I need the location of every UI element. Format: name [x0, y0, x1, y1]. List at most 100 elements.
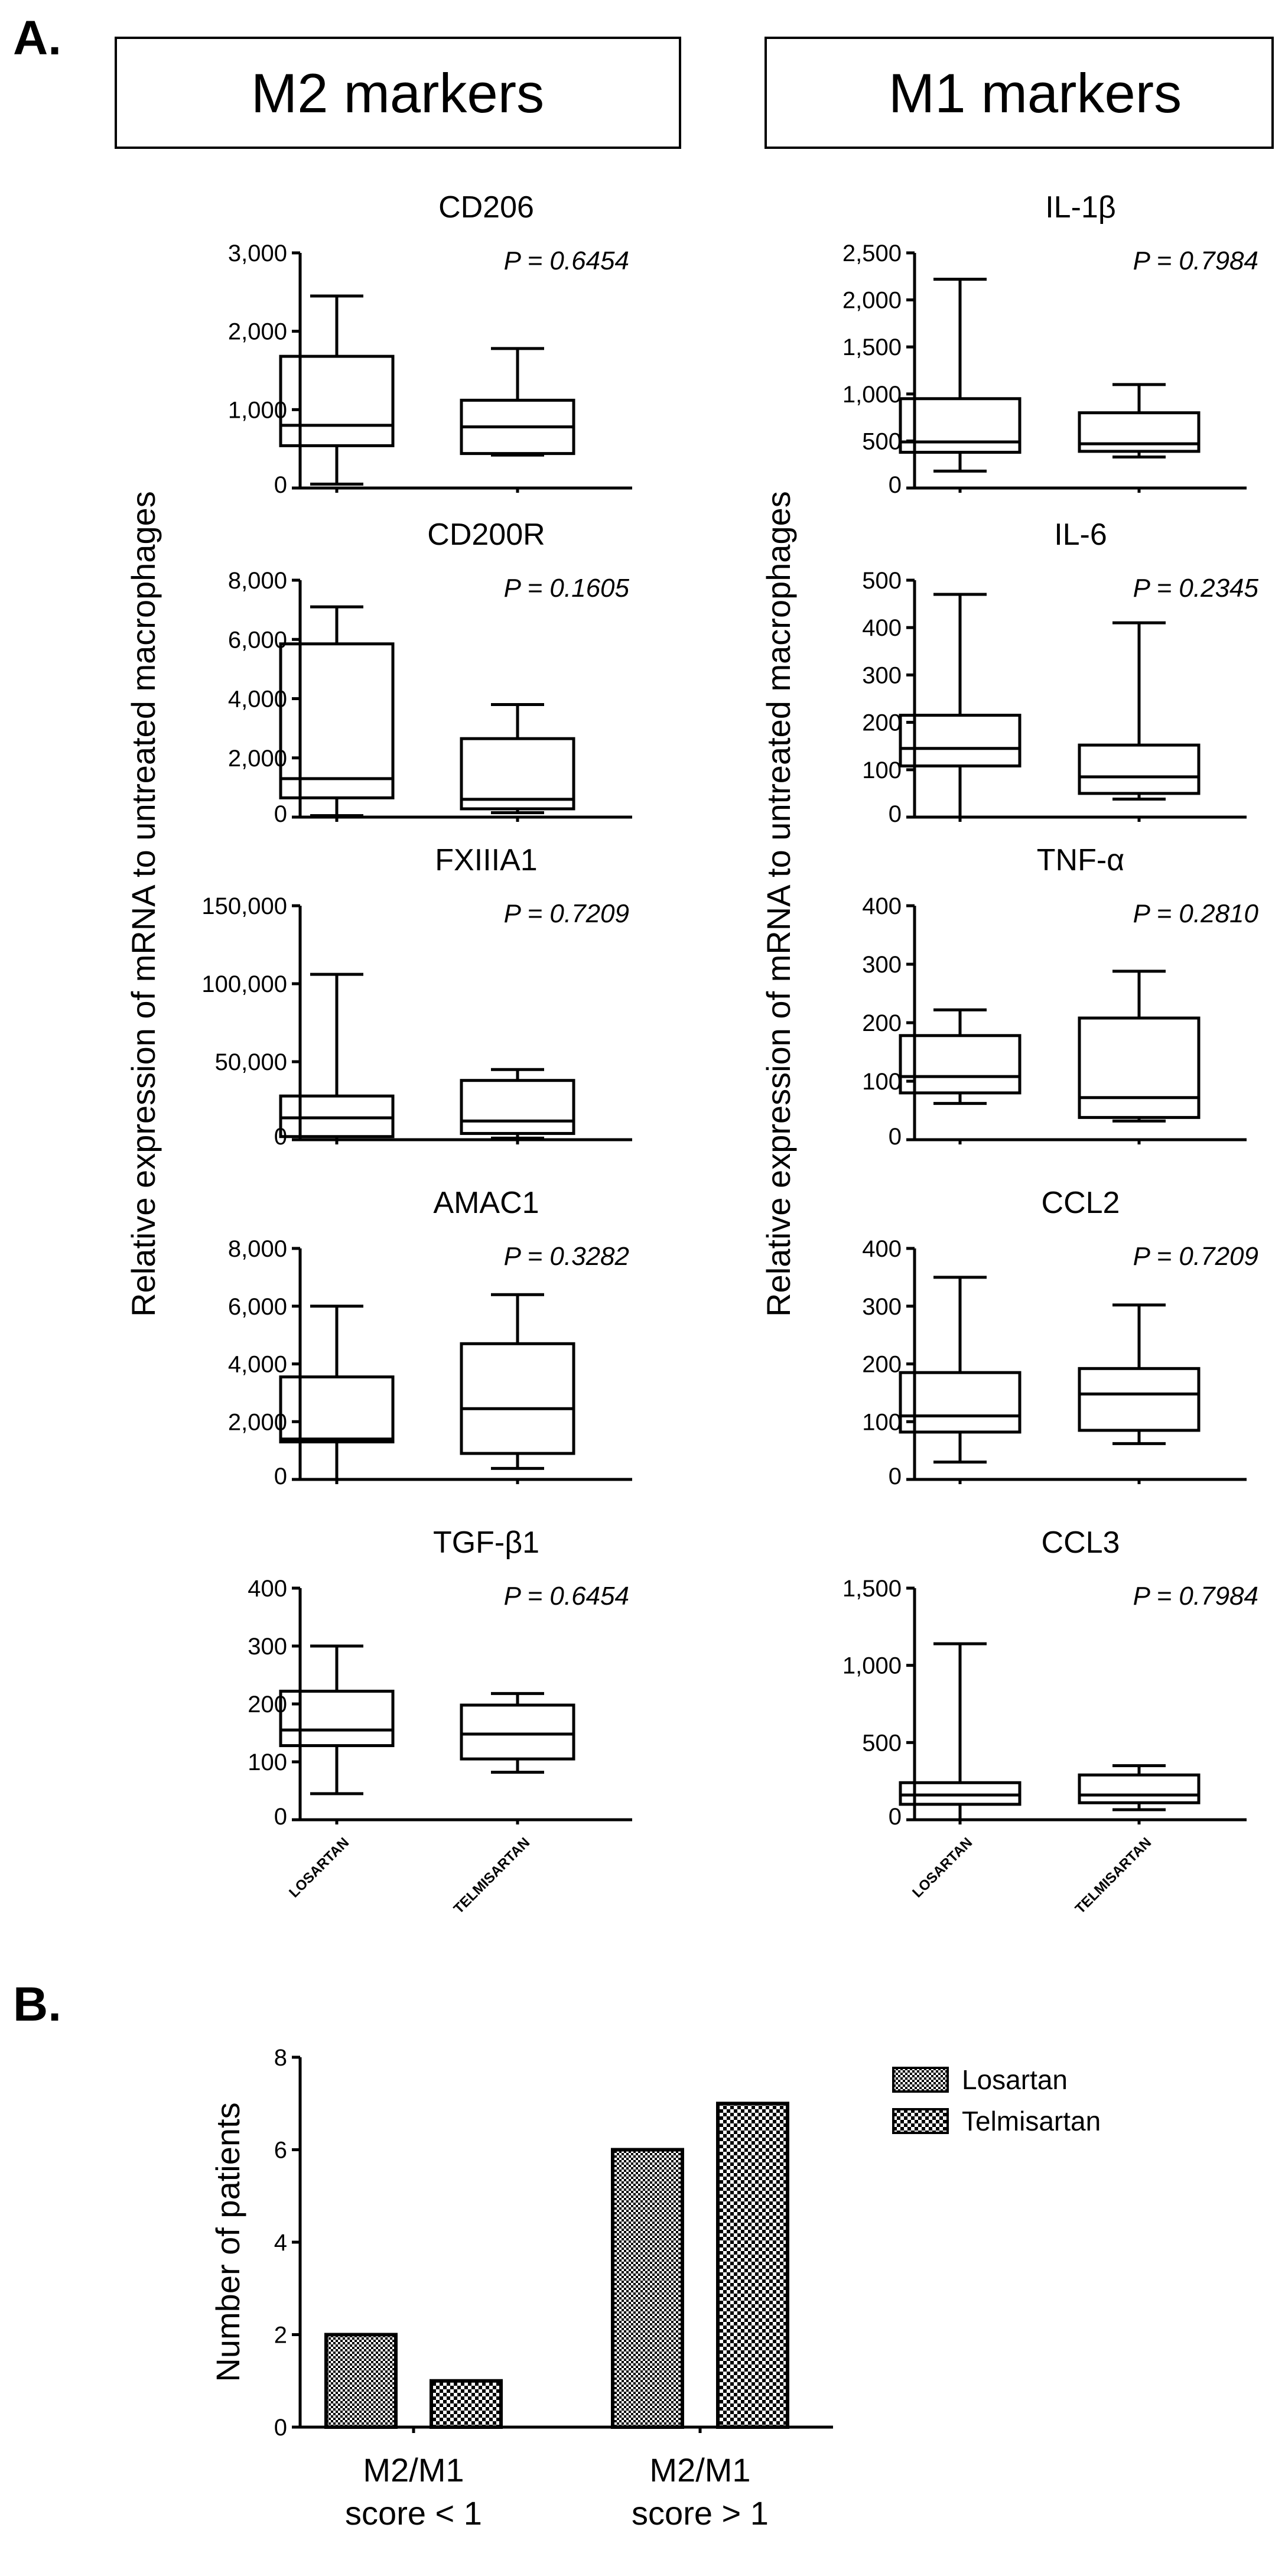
il6-p-value: P = 0.2345: [1133, 574, 1259, 603]
il6-y-tick-label: 0: [889, 801, 902, 827]
legend-label-losartan: Losartan: [962, 2064, 1068, 2095]
tnfa-p-value: P = 0.2810: [1133, 899, 1259, 928]
bar-losartan-2: [611, 2148, 684, 2429]
charts-layer: CD206 P = 0.6454 0 1,000 2,000 3,000 IL-1β P = …: [201, 190, 1258, 2532]
cd200r-p-value: P = 0.1605: [504, 574, 630, 603]
tgfb1-category-label: LOSARTAN: [286, 1835, 352, 1901]
fxiiia1-box-losartan: [279, 972, 395, 1141]
ccl3-title: CCL3: [1042, 1526, 1120, 1560]
il6-title: IL-6: [1054, 518, 1107, 552]
tnfa-y-tick-label: 100: [862, 1069, 902, 1095]
ccl3-chart: CCL3 P = 0.7984 0 500 1,000 1,500 LOSARTAN TELM…: [842, 1526, 1258, 1917]
ccl3-box-telmisartan: [1078, 1764, 1201, 1811]
tgfb1-category-label: TELMISARTAN: [451, 1835, 533, 1917]
ccl3-y-tick-label: 500: [862, 1730, 902, 1756]
il1b-y-tick-label: 2,000: [842, 288, 902, 314]
bar-legend: Losartan Telmisartan: [892, 2064, 1101, 2136]
il6-y-tick-label: 500: [862, 568, 902, 594]
y-axis-label-m2: Relative expression of mRNA to untreated…: [125, 491, 162, 1317]
tgfb1-box-losartan: [279, 1644, 395, 1796]
amac1-y-tick-label: 2,000: [228, 1409, 287, 1435]
cd200r-y-tick-label: 2,000: [228, 746, 287, 772]
ccl3-y-tick-label: 1,500: [842, 1576, 902, 1602]
iqr-box: [460, 1342, 575, 1455]
il1b-y-tick-label: 2,500: [842, 240, 902, 266]
iqr-box: [899, 1034, 1022, 1095]
amac1-box-telmisartan: [460, 1293, 575, 1470]
m2m1-bar-chart: 0 2 4 6 8 Number of patients M2/M1 score < 1 M2/…: [209, 2045, 1101, 2532]
bar-telmisartan-2: [716, 2102, 789, 2429]
ccl2-p-value: P = 0.7209: [1133, 1242, 1258, 1271]
m1-header-text: M1 markers: [889, 62, 1182, 124]
il1b-y-tick-label: 500: [862, 428, 902, 454]
tgfb1-p-value: P = 0.6454: [504, 1582, 629, 1611]
fxiiia1-y-tick-label: 100,000: [201, 971, 287, 997]
tgfb1-box-telmisartan: [460, 1692, 575, 1774]
ccl2-box-losartan: [899, 1276, 1022, 1464]
il1b-y-tick-label: 1,000: [842, 382, 902, 408]
amac1-y-tick-label: 0: [274, 1463, 287, 1489]
amac1-y-tick-label: 8,000: [228, 1236, 287, 1262]
tnfa-box-losartan: [899, 1008, 1022, 1105]
legend-swatch-telmisartan: [892, 2108, 949, 2134]
il1b-box-telmisartan: [1078, 383, 1201, 458]
bar-category-label: score < 1: [345, 2494, 482, 2532]
tgfb1-y-tick-label: 300: [248, 1634, 287, 1660]
ccl3-p-value: P = 0.7984: [1133, 1582, 1258, 1611]
iqr-box: [1078, 411, 1201, 453]
iqr-box: [279, 1689, 395, 1748]
fxiiia1-y-tick-label: 150,000: [201, 893, 287, 919]
tnfa-y-tick-label: 300: [862, 952, 902, 978]
fxiiia1-p-value: P = 0.7209: [504, 899, 629, 928]
il1b-box-losartan: [899, 278, 1022, 473]
ccl3-y-tick-label: 0: [889, 1804, 902, 1830]
cd206-title: CD206: [438, 190, 534, 225]
tnfa-y-tick-label: 400: [862, 893, 902, 919]
ccl2-y-tick-label: 400: [862, 1236, 902, 1262]
iqr-box: [899, 397, 1022, 454]
il6-y-tick-label: 200: [862, 710, 902, 736]
cd206-box-telmisartan: [460, 347, 575, 457]
tgfb1-y-tick-label: 0: [274, 1804, 287, 1830]
legend-label-telmisartan: Telmisartan: [962, 2106, 1101, 2136]
cd200r-title: CD200R: [427, 518, 545, 552]
iqr-box: [899, 1781, 1022, 1806]
panel-a-label: A.: [13, 11, 61, 65]
bar-category-label: score > 1: [632, 2494, 769, 2532]
ccl2-chart: CCL2 P = 0.7209 0 100 200 300 400: [862, 1186, 1258, 1489]
tgfb1-y-tick-label: 100: [248, 1749, 287, 1775]
iqr-box: [1078, 743, 1201, 795]
cd206-box-losartan: [279, 294, 395, 486]
tnfa-title: TNF-α: [1037, 843, 1124, 877]
il1b-chart: IL-1β P = 0.7984 0 500 1,000 1,500 2,000 2,500: [842, 190, 1258, 498]
cd200r-box-telmisartan: [460, 703, 575, 814]
iqr-box: [460, 737, 575, 811]
tgfb1-title: TGF-β1: [433, 1526, 539, 1560]
iqr-box: [1078, 1773, 1201, 1804]
cd200r-y-tick-label: 0: [274, 801, 287, 827]
bar-y-tick-label: 4: [274, 2230, 287, 2256]
tnfa-y-tick-label: 0: [889, 1124, 902, 1150]
m2-header-text: M2 markers: [251, 62, 544, 124]
il1b-y-tick-label: 0: [889, 472, 902, 498]
fxiiia1-y-tick-label: 50,000: [215, 1049, 287, 1075]
cd200r-y-tick-label: 8,000: [228, 568, 287, 594]
ccl2-title: CCL2: [1042, 1186, 1120, 1220]
ccl2-y-tick-label: 300: [862, 1294, 902, 1320]
ccl3-category-label: LOSARTAN: [909, 1835, 975, 1901]
y-axis-label-m1: Relative expression of mRNA to untreated…: [760, 491, 797, 1317]
bar-y-tick-label: 0: [274, 2415, 287, 2441]
bar-category-label: M2/M1: [649, 2451, 750, 2489]
iqr-box: [279, 354, 395, 447]
bar-y-axis-label: Number of patients: [209, 2102, 246, 2382]
bar-y-tick-label: 2: [274, 2323, 287, 2349]
bar-y-tick-label: 8: [274, 2045, 287, 2071]
amac1-box-losartan: [279, 1305, 395, 1481]
m2-header: M2 markers: [115, 37, 681, 149]
il6-box-losartan: [899, 593, 1022, 819]
iqr-box: [1078, 1016, 1201, 1119]
amac1-title: AMAC1: [433, 1186, 539, 1220]
bar-losartan-1: [324, 2333, 398, 2429]
